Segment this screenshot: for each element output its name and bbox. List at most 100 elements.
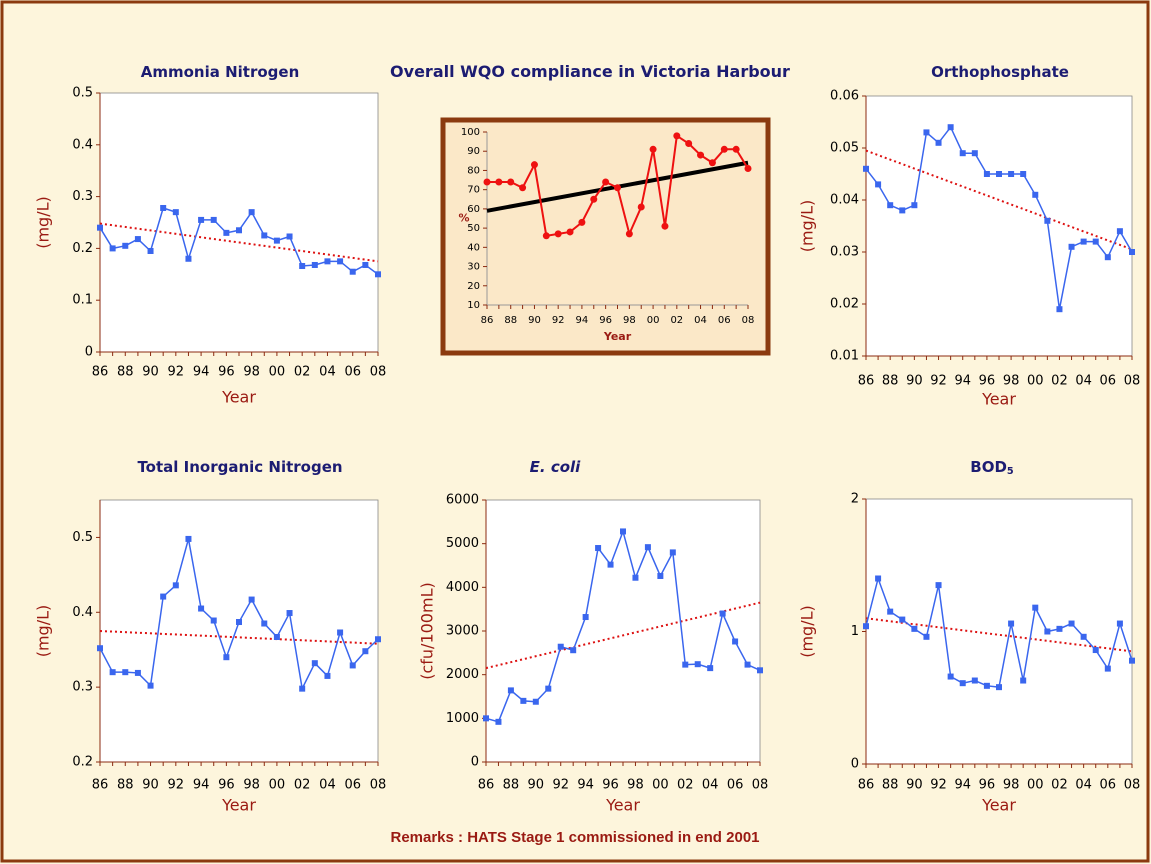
x-tick-label: 86 <box>92 778 109 793</box>
data-point <box>109 669 116 676</box>
plot-area <box>865 95 1133 357</box>
data-point <box>299 263 306 270</box>
trend-line <box>865 149 1133 251</box>
data-point <box>172 209 179 216</box>
data-point <box>923 633 930 640</box>
data-point <box>545 685 552 692</box>
x-tick-label: 06 <box>1100 374 1117 389</box>
data-point <box>996 171 1002 177</box>
data-point <box>507 178 515 186</box>
data-point <box>971 150 978 157</box>
data-point <box>134 669 141 676</box>
y-tick-label: 0.5 <box>72 530 93 545</box>
y-tick-label: 2000 <box>446 667 479 682</box>
plot-area <box>99 92 379 353</box>
data-point <box>863 165 869 172</box>
x-tick-label: 86 <box>478 778 495 793</box>
x-tick-label: 94 <box>193 365 210 380</box>
y-tick-label: 0 <box>85 345 93 360</box>
data-point <box>661 222 669 230</box>
data-point <box>720 145 728 153</box>
data-point <box>223 229 230 236</box>
x-tick-label: 08 <box>370 778 387 793</box>
data-point <box>1068 243 1075 250</box>
data-point <box>959 150 966 157</box>
y-tick-label: 0.02 <box>830 297 859 312</box>
chart-title: E. coli <box>530 458 582 476</box>
data-point <box>732 145 740 153</box>
y-tick-label: 2 <box>851 492 859 507</box>
data-point <box>1080 633 1087 640</box>
x-tick-label: 06 <box>727 778 744 793</box>
data-point <box>1056 306 1063 313</box>
y-tick-label: 0.5 <box>72 86 93 101</box>
x-tick-label: 00 <box>652 778 669 793</box>
data-point <box>286 610 293 617</box>
x-tick-label: 90 <box>906 778 923 793</box>
x-tick-label: 04 <box>319 778 336 793</box>
x-tick-label: 90 <box>906 374 923 389</box>
chart-title: Orthophosphate <box>931 63 1069 81</box>
y-tick-label: 0.05 <box>830 141 859 156</box>
x-tick-label: 90 <box>142 778 159 793</box>
plot-area <box>99 499 379 763</box>
x-tick-label: 86 <box>858 778 875 793</box>
x-tick-label: 98 <box>1003 374 1020 389</box>
data-point <box>198 216 205 223</box>
data-point <box>160 204 167 211</box>
data-point <box>311 660 318 667</box>
x-tick-label: 88 <box>503 778 520 793</box>
data-point <box>673 132 681 140</box>
x-tick-label: 96 <box>602 778 619 793</box>
data-point <box>1129 657 1135 664</box>
x-tick-label: 98 <box>243 365 260 380</box>
y-tick-label: 0.1 <box>72 293 93 308</box>
data-point <box>566 228 574 236</box>
y-tick-label: 4000 <box>446 580 479 595</box>
data-point <box>1056 625 1063 632</box>
data-point <box>1092 238 1099 245</box>
chart-title-text: Orthophosphate <box>931 63 1069 81</box>
data-point <box>248 596 255 603</box>
y-tick-label: 0.2 <box>72 755 93 770</box>
data-point <box>685 140 693 148</box>
data-point <box>532 698 539 705</box>
x-tick-label: 06 <box>344 365 361 380</box>
data-point <box>1080 238 1087 245</box>
data-point <box>1104 665 1111 672</box>
x-tick-label: 00 <box>647 315 660 326</box>
data-point <box>947 124 954 131</box>
x-axis-label: Year <box>981 390 1016 409</box>
x-tick-label: 92 <box>552 778 569 793</box>
x-tick-label: 90 <box>142 365 159 380</box>
data-point <box>875 181 882 188</box>
chart-title: Overall WQO compliance in Victoria Harbo… <box>390 62 790 81</box>
x-tick-label: 92 <box>168 778 185 793</box>
data-point <box>602 178 610 186</box>
data-point <box>899 616 906 623</box>
data-point <box>210 216 217 223</box>
data-point <box>337 629 344 636</box>
data-point <box>1032 604 1039 611</box>
x-tick-label: 00 <box>269 778 286 793</box>
chart-title-text: E. coli <box>530 458 582 476</box>
data-point <box>273 237 280 244</box>
x-tick-label: 88 <box>882 374 899 389</box>
x-axis-label: Year <box>221 796 256 815</box>
data-point <box>887 202 894 209</box>
y-tick-label: 50 <box>467 223 480 234</box>
data-point <box>578 218 586 226</box>
x-tick-label: 94 <box>577 778 594 793</box>
x-axis-label: Year <box>221 388 256 407</box>
x-tick-label: 04 <box>694 315 707 326</box>
x-tick-label: 08 <box>742 315 755 326</box>
y-tick-label: 3000 <box>446 624 479 639</box>
x-tick-label: 02 <box>677 778 694 793</box>
data-point <box>134 236 141 243</box>
y-tick-label: 60 <box>467 204 480 215</box>
x-axis-label: Year <box>981 796 1016 815</box>
y-tick-label: 0.3 <box>72 189 93 204</box>
x-tick-label: 06 <box>344 778 361 793</box>
x-tick-label: 06 <box>718 315 731 326</box>
